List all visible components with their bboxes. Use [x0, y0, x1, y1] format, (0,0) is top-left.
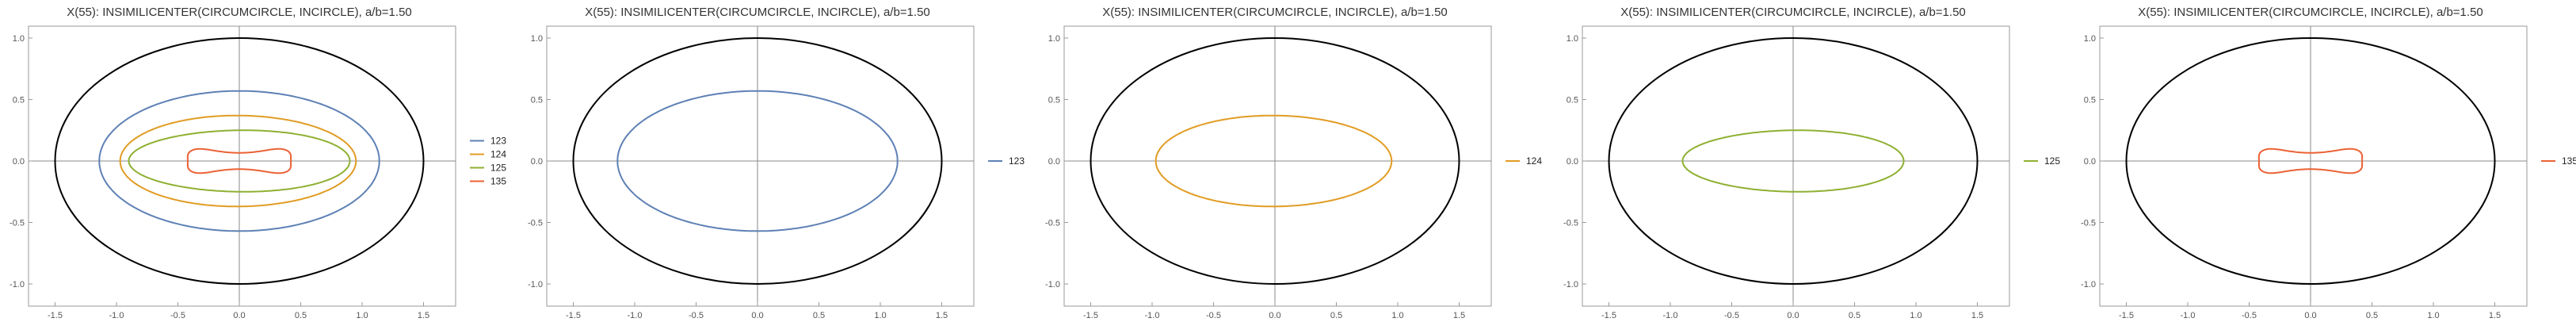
x-tick-label: 0.0 [233, 311, 245, 320]
x-tick-label: -1.0 [628, 311, 643, 320]
x-tick-label: -1.5 [2119, 311, 2134, 320]
x-tick-label: 1.5 [2489, 311, 2501, 320]
y-tick-label: 0.5 [13, 96, 25, 105]
y-tick-label: 1.0 [531, 34, 543, 44]
circumellipse-curve [1090, 37, 1460, 285]
x-tick-label: 0.5 [2366, 311, 2378, 320]
series-curve-123 [616, 90, 899, 232]
x-tick-label: 1.5 [1971, 311, 1983, 320]
chart-title: X(55): INSIMILICENTER(CIRCUMCIRCLE, INCI… [2138, 6, 2483, 19]
x-tick-label: 1.5 [418, 311, 429, 320]
legend-label-123: 123 [490, 136, 506, 147]
series-curve-135 [186, 148, 292, 174]
x-tick-label: 1.5 [1453, 311, 1465, 320]
y-tick-label: -0.5 [1563, 219, 1578, 228]
chart-panel-4: X(55): INSIMILICENTER(CIRCUMCIRCLE, INCI… [1563, 6, 2060, 320]
y-tick-label: 1.0 [2084, 34, 2096, 44]
y-tick-label: 0.0 [1567, 157, 1578, 167]
circumellipse-curve [1608, 37, 1979, 285]
y-tick-label: 1.0 [13, 34, 25, 44]
series-curve-123 [98, 90, 380, 232]
chart-title: X(55): INSIMILICENTER(CIRCUMCIRCLE, INCI… [67, 6, 412, 19]
series-curve-125 [1681, 129, 1905, 193]
x-tick-label: 0.0 [1269, 311, 1280, 320]
legend-label-135: 135 [490, 176, 506, 187]
plot-frame [28, 25, 456, 307]
plot-frame [2099, 25, 2528, 307]
x-tick-label: 0.5 [1849, 311, 1860, 320]
x-tick-label: 0.0 [751, 311, 763, 320]
x-tick-label: 0.0 [1787, 311, 1799, 320]
x-tick-label: -0.5 [170, 311, 185, 320]
x-tick-label: -1.5 [48, 311, 63, 320]
y-tick-label: -1.0 [2081, 280, 2096, 289]
y-tick-label: -0.5 [2081, 219, 2096, 228]
series-curve-125 [128, 129, 351, 193]
series-curve-124 [119, 114, 357, 208]
x-tick-label: 1.0 [1391, 311, 1403, 320]
y-tick-label: 1.0 [1048, 34, 1060, 44]
x-tick-label: -0.5 [1724, 311, 1739, 320]
circumellipse-curve [54, 37, 425, 285]
x-tick-label: -1.0 [1145, 311, 1160, 320]
circumellipse-curve [572, 37, 943, 285]
x-tick-label: 1.0 [2427, 311, 2439, 320]
x-tick-label: 0.5 [813, 311, 825, 320]
x-tick-label: -1.0 [109, 311, 124, 320]
y-tick-label: 0.5 [2084, 96, 2096, 105]
x-tick-label: 0.0 [2304, 311, 2316, 320]
y-tick-label: -1.0 [1563, 280, 1578, 289]
x-tick-label: -0.5 [2242, 311, 2257, 320]
y-tick-label: -0.5 [10, 219, 25, 228]
y-tick-label: 0.0 [13, 157, 25, 167]
chart-title: X(55): INSIMILICENTER(CIRCUMCIRCLE, INCI… [1102, 6, 1448, 19]
series-curve-124 [1154, 114, 1393, 208]
y-tick-label: 0.5 [1567, 96, 1578, 105]
y-tick-label: 0.0 [1048, 157, 1060, 167]
y-tick-label: -0.5 [1045, 219, 1060, 228]
series-curve-135 [2257, 148, 2364, 174]
x-tick-label: 1.0 [356, 311, 368, 320]
y-tick-label: 0.5 [531, 96, 543, 105]
y-tick-label: 0.0 [531, 157, 543, 167]
legend-label-125: 125 [490, 163, 506, 174]
chart-panel-1: X(55): INSIMILICENTER(CIRCUMCIRCLE, INCI… [10, 6, 506, 320]
x-tick-label: -1.0 [2181, 311, 2196, 320]
x-tick-label: -0.5 [1206, 311, 1221, 320]
x-tick-label: 1.0 [1910, 311, 1922, 320]
y-tick-label: 1.0 [1567, 34, 1578, 44]
y-tick-label: -0.5 [528, 219, 543, 228]
x-tick-label: 1.0 [874, 311, 886, 320]
x-tick-label: -0.5 [689, 311, 704, 320]
y-tick-label: -1.0 [528, 280, 543, 289]
legend-label-124: 124 [1526, 155, 1542, 167]
legend-label-123: 123 [1009, 155, 1025, 167]
circumellipse-curve [2125, 37, 2496, 285]
chart-panel-5: X(55): INSIMILICENTER(CIRCUMCIRCLE, INCI… [2081, 6, 2576, 320]
x-tick-label: -1.5 [566, 311, 581, 320]
x-tick-label: 0.5 [295, 311, 307, 320]
chart-title: X(55): INSIMILICENTER(CIRCUMCIRCLE, INCI… [585, 6, 930, 19]
plot-frame [546, 25, 975, 307]
x-tick-label: -1.0 [1663, 311, 1678, 320]
y-tick-label: 0.0 [2084, 157, 2096, 167]
x-tick-label: 1.5 [936, 311, 948, 320]
x-tick-label: 0.5 [1330, 311, 1342, 320]
x-tick-label: -1.5 [1601, 311, 1616, 320]
chart-panel-3: X(55): INSIMILICENTER(CIRCUMCIRCLE, INCI… [1045, 6, 1542, 320]
legend-label-135: 135 [2562, 155, 2576, 167]
plot-frame [1063, 25, 1492, 307]
legend-label-125: 125 [2044, 155, 2060, 167]
y-tick-label: 0.5 [1048, 96, 1060, 105]
y-tick-label: -1.0 [1045, 280, 1060, 289]
chart-panel-2: X(55): INSIMILICENTER(CIRCUMCIRCLE, INCI… [528, 6, 1025, 320]
x-tick-label: -1.5 [1083, 311, 1098, 320]
legend-label-124: 124 [490, 149, 506, 160]
y-tick-label: -1.0 [10, 280, 25, 289]
chart-title: X(55): INSIMILICENTER(CIRCUMCIRCLE, INCI… [1620, 6, 1966, 19]
plot-frame [1582, 25, 2010, 307]
